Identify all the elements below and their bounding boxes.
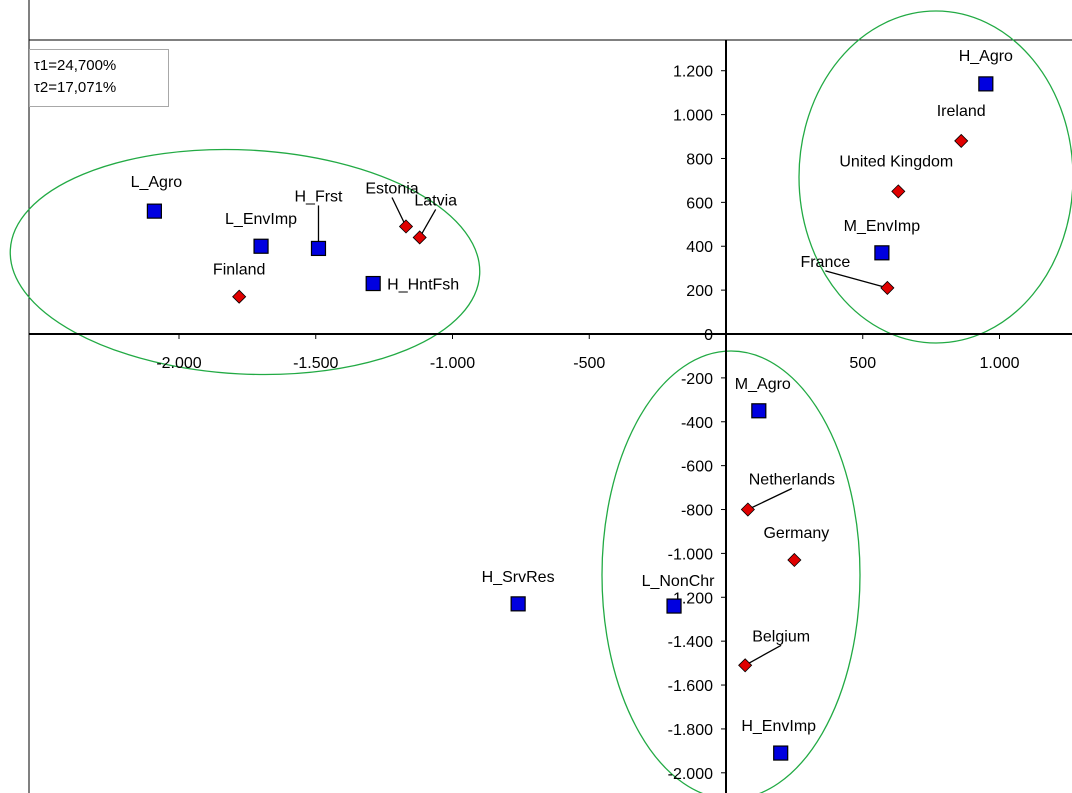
l-envimp-marker xyxy=(253,238,269,254)
y-tick-label: 1.000 xyxy=(673,108,713,125)
belgium-label: Belgium xyxy=(752,628,810,645)
latvia-leader xyxy=(419,209,437,238)
cluster-ellipse-2 xyxy=(798,10,1072,344)
germany-marker xyxy=(787,552,802,568)
h-agro-label: H_Agro xyxy=(959,48,1013,65)
m-agro-label: M_Agro xyxy=(735,376,791,393)
info-box: τ1=24,700% τ2=17,071% xyxy=(29,49,169,107)
latvia-label: Latvia xyxy=(414,192,457,209)
h-envimp-marker xyxy=(773,745,789,761)
x-tick-label: -1.500 xyxy=(293,355,338,372)
france-label: France xyxy=(800,254,850,271)
y-tick-label: 600 xyxy=(686,195,713,212)
h-agro-marker xyxy=(978,76,994,92)
y-tick-label: -1.400 xyxy=(668,634,713,651)
y-tick-label: -1.600 xyxy=(668,678,713,695)
y-tick-label: -600 xyxy=(681,459,713,476)
h-srvres-label: H_SrvRes xyxy=(482,569,555,586)
estonia-marker xyxy=(398,219,414,234)
l-agro-label: L_Agro xyxy=(131,174,183,191)
tau1-text: τ1=24,700% xyxy=(34,57,117,74)
netherlands-marker xyxy=(740,502,755,517)
y-tick-label: -200 xyxy=(681,371,713,388)
h-frst-label: H_Frst xyxy=(294,188,343,205)
finland-label: Finland xyxy=(213,262,265,279)
m-agro-marker xyxy=(751,403,767,419)
germany-label: Germany xyxy=(763,525,829,542)
l-nonchr-marker xyxy=(666,598,682,614)
x-tick-label: 1.000 xyxy=(979,355,1019,372)
belgium-marker xyxy=(738,658,753,673)
france-leader xyxy=(825,270,888,289)
netherlands-label: Netherlands xyxy=(749,472,835,489)
l-nonchr-label: L_NonChr xyxy=(642,573,716,590)
y-tick-label: 200 xyxy=(686,283,713,300)
finland-marker xyxy=(232,289,247,304)
y-tick-label: 1.200 xyxy=(673,64,713,81)
france-marker xyxy=(880,280,895,295)
x-tick-label: -500 xyxy=(573,355,605,372)
m-envimp-label: M_EnvImp xyxy=(844,218,921,235)
netherlands-leader xyxy=(747,487,793,511)
y-tick-label: -1.000 xyxy=(668,546,713,563)
cluster-ellipse-3 xyxy=(601,350,861,793)
united-kingdom-marker xyxy=(891,184,906,199)
h-hntfsh-label: H_HntFsh xyxy=(387,277,459,294)
cluster-ellipse-1 xyxy=(9,148,481,376)
y-tick-label: -400 xyxy=(681,415,713,432)
h-envimp-label: H_EnvImp xyxy=(741,718,816,735)
h-hntfsh-marker xyxy=(365,275,381,292)
estonia-label: Estonia xyxy=(365,180,418,197)
ireland-label: Ireland xyxy=(937,103,986,120)
h-srvres-marker xyxy=(510,596,526,612)
latvia-marker xyxy=(412,230,427,245)
united-kingdom-label: United Kingdom xyxy=(839,153,953,170)
l-envimp-label: L_EnvImp xyxy=(225,211,297,228)
y-tick-label: -1.800 xyxy=(668,722,713,739)
m-envimp-marker xyxy=(874,245,890,261)
x-tick-label: 500 xyxy=(849,355,876,372)
h-frst-marker xyxy=(310,240,327,257)
y-tick-label: 800 xyxy=(686,151,713,168)
estonia-leader xyxy=(391,197,407,227)
x-tick-label: -2.000 xyxy=(156,355,201,372)
belgium-leader xyxy=(744,644,782,666)
l-agro-marker xyxy=(146,203,162,219)
y-tick-label: -2.000 xyxy=(668,766,713,783)
y-tick-label: 400 xyxy=(686,239,713,256)
y-tick-label: 0 xyxy=(704,327,713,344)
tau2-text: τ2=17,071% xyxy=(34,79,117,96)
ireland-marker xyxy=(954,133,969,148)
x-tick-label: -1.000 xyxy=(430,355,475,372)
y-tick-label: -800 xyxy=(681,503,713,520)
